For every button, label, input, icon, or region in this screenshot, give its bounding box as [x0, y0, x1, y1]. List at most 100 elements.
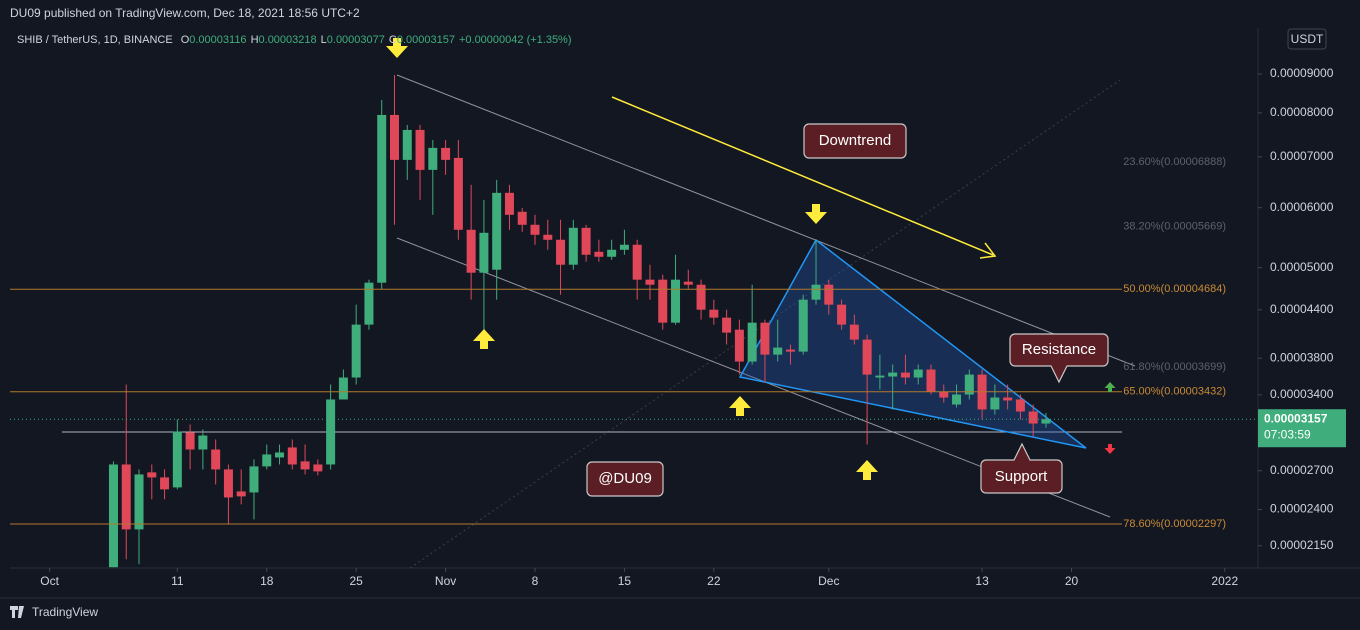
candle-body — [824, 284, 834, 305]
candle-body — [926, 369, 936, 392]
fib-levels: 23.60%(0.00006888) 38.20%(0.00005669) 50.0… — [10, 156, 1226, 530]
x-tick-label: Oct — [40, 574, 59, 588]
candle-body — [492, 192, 502, 270]
axes: 0.00009000 0.00008000 0.00007000 0.00006000… — [10, 66, 1346, 588]
candle-body — [351, 324, 361, 378]
candle-body — [236, 491, 246, 497]
candle-body — [696, 284, 706, 310]
candle-body — [990, 397, 1000, 410]
x-tick-label: 11 — [171, 574, 184, 588]
legend-item: 0.00003077 — [327, 34, 385, 46]
candle-body — [415, 129, 425, 170]
legend-item: SHIB / TetherUS, 1D, BINANCE — [17, 34, 173, 46]
legend-item: O — [181, 34, 190, 46]
logo — [10, 606, 24, 618]
candle-body — [121, 464, 131, 530]
legend-item: C — [389, 34, 397, 46]
currency-box — [1287, 28, 1327, 50]
candle-body — [658, 279, 668, 323]
y-tick-label: 0.00007000 — [1270, 149, 1334, 163]
x-tick-label: Dec — [818, 574, 839, 588]
candle-body — [964, 374, 974, 395]
y-tick-label: 0.00002700 — [1270, 463, 1334, 477]
candle-body — [211, 449, 221, 470]
annotation-box — [1009, 333, 1109, 384]
x-tick-label: 22 — [707, 574, 721, 588]
candle-body — [223, 469, 233, 498]
x-tick-label: Nov — [435, 574, 456, 588]
candle-body — [517, 211, 527, 225]
candle-body — [262, 454, 272, 467]
y-tick-label: 0.00004400 — [1270, 302, 1334, 316]
y-tick-label: 0.00002150 — [1270, 538, 1334, 552]
trend-arrow — [611, 96, 994, 256]
channel-top — [396, 74, 1136, 367]
x-tick-label: 13 — [975, 574, 989, 588]
candle-body — [862, 339, 872, 375]
candle-body — [632, 244, 642, 280]
y-tick-label: 0.00003400 — [1270, 387, 1334, 401]
y-tick-label: 0.00005000 — [1270, 260, 1334, 274]
candle-body — [760, 322, 770, 355]
candle-body — [619, 244, 629, 250]
fib-label: 61.80%(0.00003699) — [1123, 361, 1226, 373]
candle-body — [607, 249, 617, 257]
candle-body — [479, 232, 489, 273]
candle-body — [798, 299, 808, 352]
candle-body — [466, 229, 476, 273]
price-tag — [1258, 409, 1346, 448]
fib-label: 65.00%(0.00003432) — [1123, 386, 1226, 398]
candle-body — [300, 461, 310, 470]
candle-body — [734, 329, 744, 362]
footer: TradingView — [10, 605, 98, 619]
x-tick-label: 2022 — [1211, 574, 1238, 588]
countdown: 07:03:59 — [1264, 427, 1311, 441]
candle-body — [543, 234, 553, 240]
annotation: @DU09 — [598, 470, 652, 487]
candle-body — [364, 282, 374, 325]
annotation: Downtrend — [819, 132, 892, 149]
candle-body — [198, 435, 208, 450]
y-tick-label: 0.00002400 — [1270, 502, 1334, 516]
x-tick-label: 20 — [1065, 574, 1079, 588]
candle-body — [913, 369, 923, 378]
fib-label: 38.20%(0.00005669) — [1123, 220, 1226, 232]
publisher: DU09 published on TradingView.com, Dec 1… — [10, 6, 360, 20]
candle-body — [160, 477, 170, 490]
y-tick-label: 0.00008000 — [1270, 105, 1334, 119]
candle-body — [147, 472, 157, 478]
y-tick-label: 0.00003800 — [1270, 350, 1334, 364]
candle-body — [326, 399, 336, 465]
annotation: Resistance — [1022, 341, 1096, 358]
fib-label: 50.00%(0.00004684) — [1123, 283, 1226, 295]
candle-body — [722, 317, 732, 333]
candle-body — [453, 157, 463, 230]
candle-body — [402, 129, 412, 160]
annotation-box — [586, 461, 664, 497]
candle-body — [185, 432, 195, 450]
candle-body — [747, 322, 757, 362]
x-tick-label: 15 — [618, 574, 632, 588]
candle-body — [1015, 399, 1025, 412]
candle-body — [428, 147, 438, 170]
candle-body — [134, 474, 144, 530]
candle-body — [249, 466, 259, 493]
y-tick-label: 0.00009000 — [1270, 66, 1334, 80]
fib-label: 78.60%(0.00002297) — [1123, 518, 1226, 530]
candle-body — [530, 224, 540, 235]
annotation-box — [980, 442, 1063, 494]
currency: USDT — [1291, 32, 1324, 46]
candle-body — [645, 279, 655, 285]
candle-body — [441, 147, 451, 160]
x-tick-label: 25 — [349, 574, 363, 588]
legend-item: 0.00003218 — [259, 34, 317, 46]
legend-item: 0.00003157 — [397, 34, 455, 46]
candle-body — [556, 239, 566, 265]
candle-body — [389, 114, 399, 160]
candle-body — [837, 304, 847, 325]
candle-body — [568, 227, 578, 265]
candle-body — [594, 251, 604, 257]
candle-body — [1041, 419, 1051, 424]
candle-body — [785, 349, 795, 352]
